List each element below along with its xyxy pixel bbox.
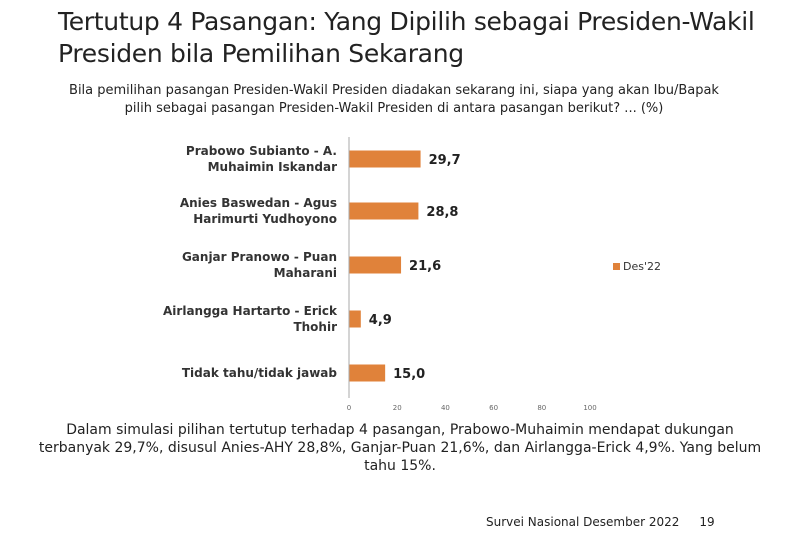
value-labels-layer: 29,7 28,8 21,6 4,9 15,0 <box>369 153 461 382</box>
legend-swatch <box>613 263 620 270</box>
footer-source: Survei Nasional Desember 2022 <box>486 515 680 529</box>
x-tick-label: 0 <box>347 404 351 412</box>
data-label: 29,7 <box>429 153 461 168</box>
category-label-line: Airlangga Hartarto - Erick <box>163 304 338 318</box>
data-label: 4,9 <box>369 313 392 328</box>
category-labels-layer: Prabowo Subianto - A. Muhaimin Iskandar An… <box>163 144 338 380</box>
category-label: Tidak tahu/tidak jawab <box>182 366 338 380</box>
summary-text: Dalam simulasi pilihan tertutup terhadap… <box>38 422 762 474</box>
category-label: Anies Baswedan - Agus Harimurti Yudhoyono <box>180 196 337 226</box>
category-label-line: Maharani <box>274 266 337 280</box>
data-label: 28,8 <box>426 205 458 220</box>
bar <box>349 256 402 274</box>
bar <box>349 150 421 168</box>
category-label-line: Prabowo Subianto - A. <box>186 144 337 158</box>
category-label-line: Thohir <box>293 320 337 334</box>
page-number: 19 <box>699 515 715 529</box>
category-label-line: Anies Baswedan - Agus <box>180 196 337 210</box>
x-axis: 0 20 40 60 80 100 <box>347 137 597 412</box>
data-label: 21,6 <box>409 259 441 274</box>
category-label-line: Harimurti Yudhoyono <box>193 212 337 226</box>
footer: Survei Nasional Desember 2022 19 <box>486 515 715 529</box>
legend: Des'22 <box>613 260 661 273</box>
bar <box>349 364 386 382</box>
bar <box>349 202 419 220</box>
bars-layer <box>349 150 421 382</box>
bar-chart: Prabowo Subianto - A. Muhaimin Iskandar An… <box>163 137 661 412</box>
category-label: Airlangga Hartarto - Erick Thohir <box>163 304 338 334</box>
survey-question: Bila pemilihan pasangan Presiden-Wakil P… <box>69 83 719 116</box>
category-label-line: Ganjar Pranowo - Puan <box>182 250 337 264</box>
x-tick-label: 80 <box>537 404 546 412</box>
x-tick-label: 100 <box>583 404 596 412</box>
category-label: Prabowo Subianto - A. Muhaimin Iskandar <box>186 144 337 174</box>
category-label-line: Muhaimin Iskandar <box>208 160 337 174</box>
x-tick-label: 40 <box>441 404 450 412</box>
legend-label: Des'22 <box>623 260 661 273</box>
data-label: 15,0 <box>393 367 425 382</box>
category-label: Ganjar Pranowo - Puan Maharani <box>182 250 337 280</box>
category-label-line: Tidak tahu/tidak jawab <box>182 366 338 380</box>
bar <box>349 310 361 328</box>
page-title: Tertutup 4 Pasangan: Yang Dipilih sebaga… <box>58 7 755 68</box>
x-tick-label: 60 <box>489 404 498 412</box>
x-tick-label: 20 <box>393 404 402 412</box>
